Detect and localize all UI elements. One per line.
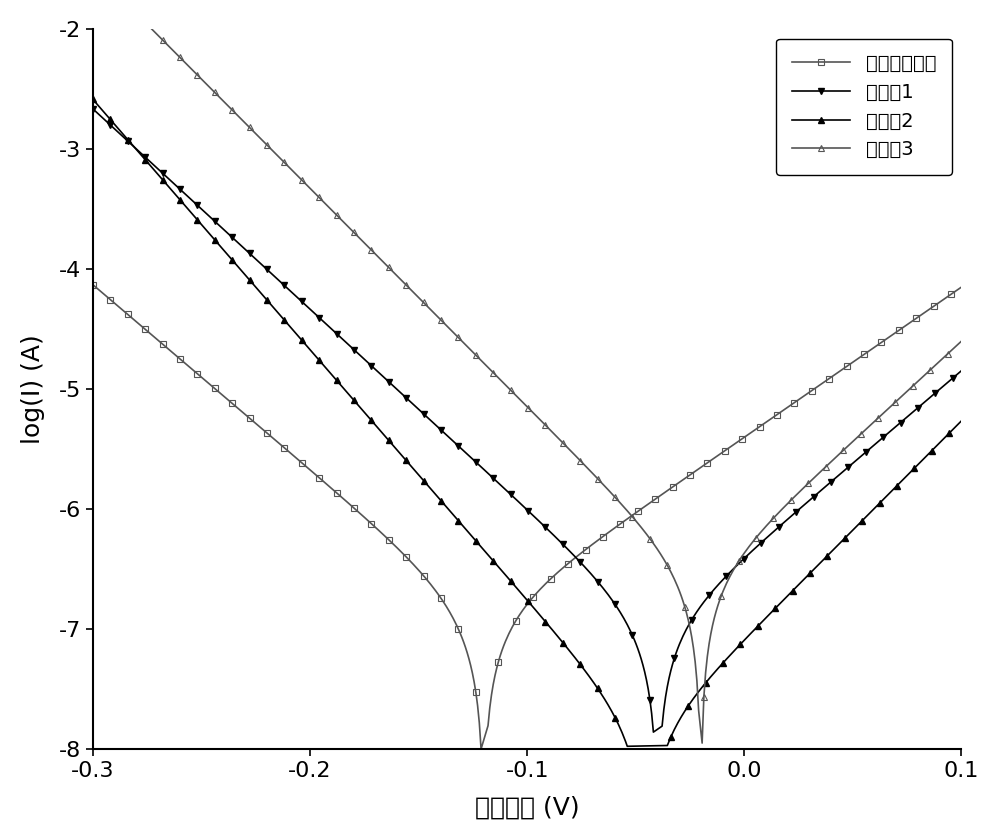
光滑表面铜块 — [837, 364, 849, 374]
实施例1 — [954, 367, 966, 377]
光滑表面铜块 — [743, 429, 755, 439]
实施例3 — [357, 236, 369, 246]
光滑表面铜块 — [955, 282, 967, 292]
实施例3 — [245, 124, 257, 134]
Line: 光滑表面铜块: 光滑表面铜块 — [89, 281, 965, 753]
Line: 实施例3: 实施例3 — [89, 0, 965, 747]
实施例1 — [425, 415, 437, 425]
Y-axis label: log(I) (A): log(I) (A) — [21, 334, 45, 444]
实施例2 — [223, 251, 235, 261]
实施例1 — [197, 205, 209, 215]
实施例1 — [955, 365, 967, 375]
实施例3 — [853, 431, 865, 441]
光滑表面铜块 — [475, 744, 487, 754]
实施例2 — [552, 631, 564, 641]
光滑表面铜块 — [949, 286, 961, 297]
Line: 实施例2: 实施例2 — [89, 96, 965, 750]
Legend: 光滑表面铜块, 实施例1, 实施例2, 实施例3: 光滑表面铜块, 实施例1, 实施例2, 实施例3 — [776, 39, 952, 175]
实施例3 — [761, 521, 773, 531]
实施例2 — [379, 431, 391, 441]
实施例2 — [87, 94, 99, 104]
光滑表面铜块 — [228, 400, 240, 410]
实施例1 — [491, 476, 503, 486]
实施例2 — [874, 498, 886, 508]
实施例3 — [190, 68, 202, 78]
X-axis label: 腐蚀电位 (V): 腐蚀电位 (V) — [475, 795, 580, 819]
实施例3 — [696, 738, 708, 748]
实施例1 — [87, 104, 99, 114]
光滑表面铜块 — [628, 509, 640, 519]
实施例2 — [106, 117, 118, 127]
Line: 实施例1: 实施例1 — [89, 106, 965, 736]
实施例3 — [955, 336, 967, 346]
实施例2 — [621, 741, 633, 751]
实施例1 — [747, 545, 759, 555]
实施例2 — [955, 416, 967, 426]
光滑表面铜块 — [322, 480, 334, 491]
实施例1 — [647, 727, 659, 738]
实施例2 — [190, 213, 202, 223]
光滑表面铜块 — [87, 280, 99, 290]
实施例3 — [533, 413, 545, 423]
实施例1 — [780, 516, 792, 526]
